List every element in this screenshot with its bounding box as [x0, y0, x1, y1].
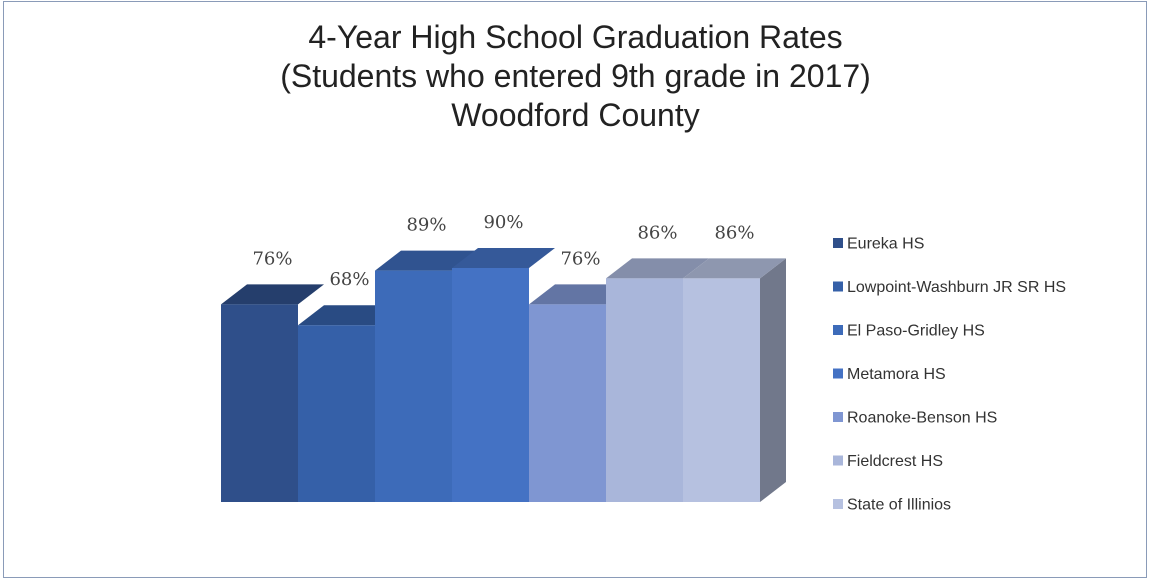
legend-label: El Paso-Gridley HS [847, 323, 985, 340]
bar-front-face [683, 278, 760, 502]
bar-front-face [452, 268, 529, 502]
bar-front-face [529, 304, 606, 502]
legend-item: Fieldcrest HS [833, 453, 943, 470]
legend-label: Metamora HS [847, 366, 946, 383]
bar-top-face [606, 258, 709, 279]
legend-swatch [833, 455, 843, 466]
value-label: 90% [483, 212, 523, 233]
bar-top-face [221, 284, 324, 305]
bars-group [221, 248, 786, 502]
legend-label: Eureka HS [847, 236, 924, 253]
value-label: 68% [329, 269, 369, 290]
bar-2 [298, 305, 401, 502]
legend-item: State of Illinios [833, 497, 951, 514]
bar-front-face [606, 278, 683, 502]
legend-swatch [833, 325, 843, 335]
legend-swatch [833, 412, 843, 422]
value-label: 89% [406, 215, 446, 236]
chart-title: 4-Year High School Graduation Rates (Stu… [0, 18, 1151, 135]
bar-4 [452, 248, 555, 502]
chart-title-line-2: (Students who entered 9th grade in 2017) [280, 58, 871, 94]
value-label: 76% [252, 248, 292, 269]
legend: Eureka HS Lowpoint-Washburn JR SR HS El Pa… [833, 236, 1066, 514]
bar-side-face [760, 258, 786, 502]
bar-front-face [298, 325, 375, 502]
legend-item: Eureka HS [833, 236, 924, 253]
legend-label: State of Illinios [847, 497, 951, 514]
legend-label: Fieldcrest HS [847, 453, 943, 470]
bar-top-face [452, 248, 555, 268]
value-label: 86% [637, 222, 677, 243]
legend-item: Roanoke-Benson HS [833, 410, 997, 427]
bar-top-face [375, 250, 478, 271]
chart-title-line-1: 4-Year High School Graduation Rates [308, 19, 843, 55]
legend-item: Lowpoint-Washburn JR SR HS [833, 279, 1066, 296]
legend-swatch [833, 281, 843, 292]
legend-swatch [833, 368, 843, 379]
value-labels-group: 76% 68% 89% 90% 76% 86% 86% [252, 212, 754, 290]
value-label: 86% [714, 222, 754, 243]
bar-front-face [375, 270, 452, 502]
legend-swatch [833, 499, 843, 509]
value-label: 76% [560, 248, 600, 269]
bar-1 [221, 284, 324, 502]
legend-label: Lowpoint-Washburn JR SR HS [847, 279, 1066, 296]
bar-6 [606, 258, 709, 502]
bar-top-face [683, 258, 786, 279]
legend-item: Metamora HS [833, 366, 946, 383]
legend-swatch [833, 238, 843, 248]
legend-label: Roanoke-Benson HS [847, 410, 997, 427]
bar-front-face [221, 304, 298, 502]
legend-item: El Paso-Gridley HS [833, 323, 985, 340]
bar-7 [683, 258, 786, 502]
bar-3 [375, 250, 478, 502]
chart-title-line-3: Woodford County [451, 97, 700, 133]
